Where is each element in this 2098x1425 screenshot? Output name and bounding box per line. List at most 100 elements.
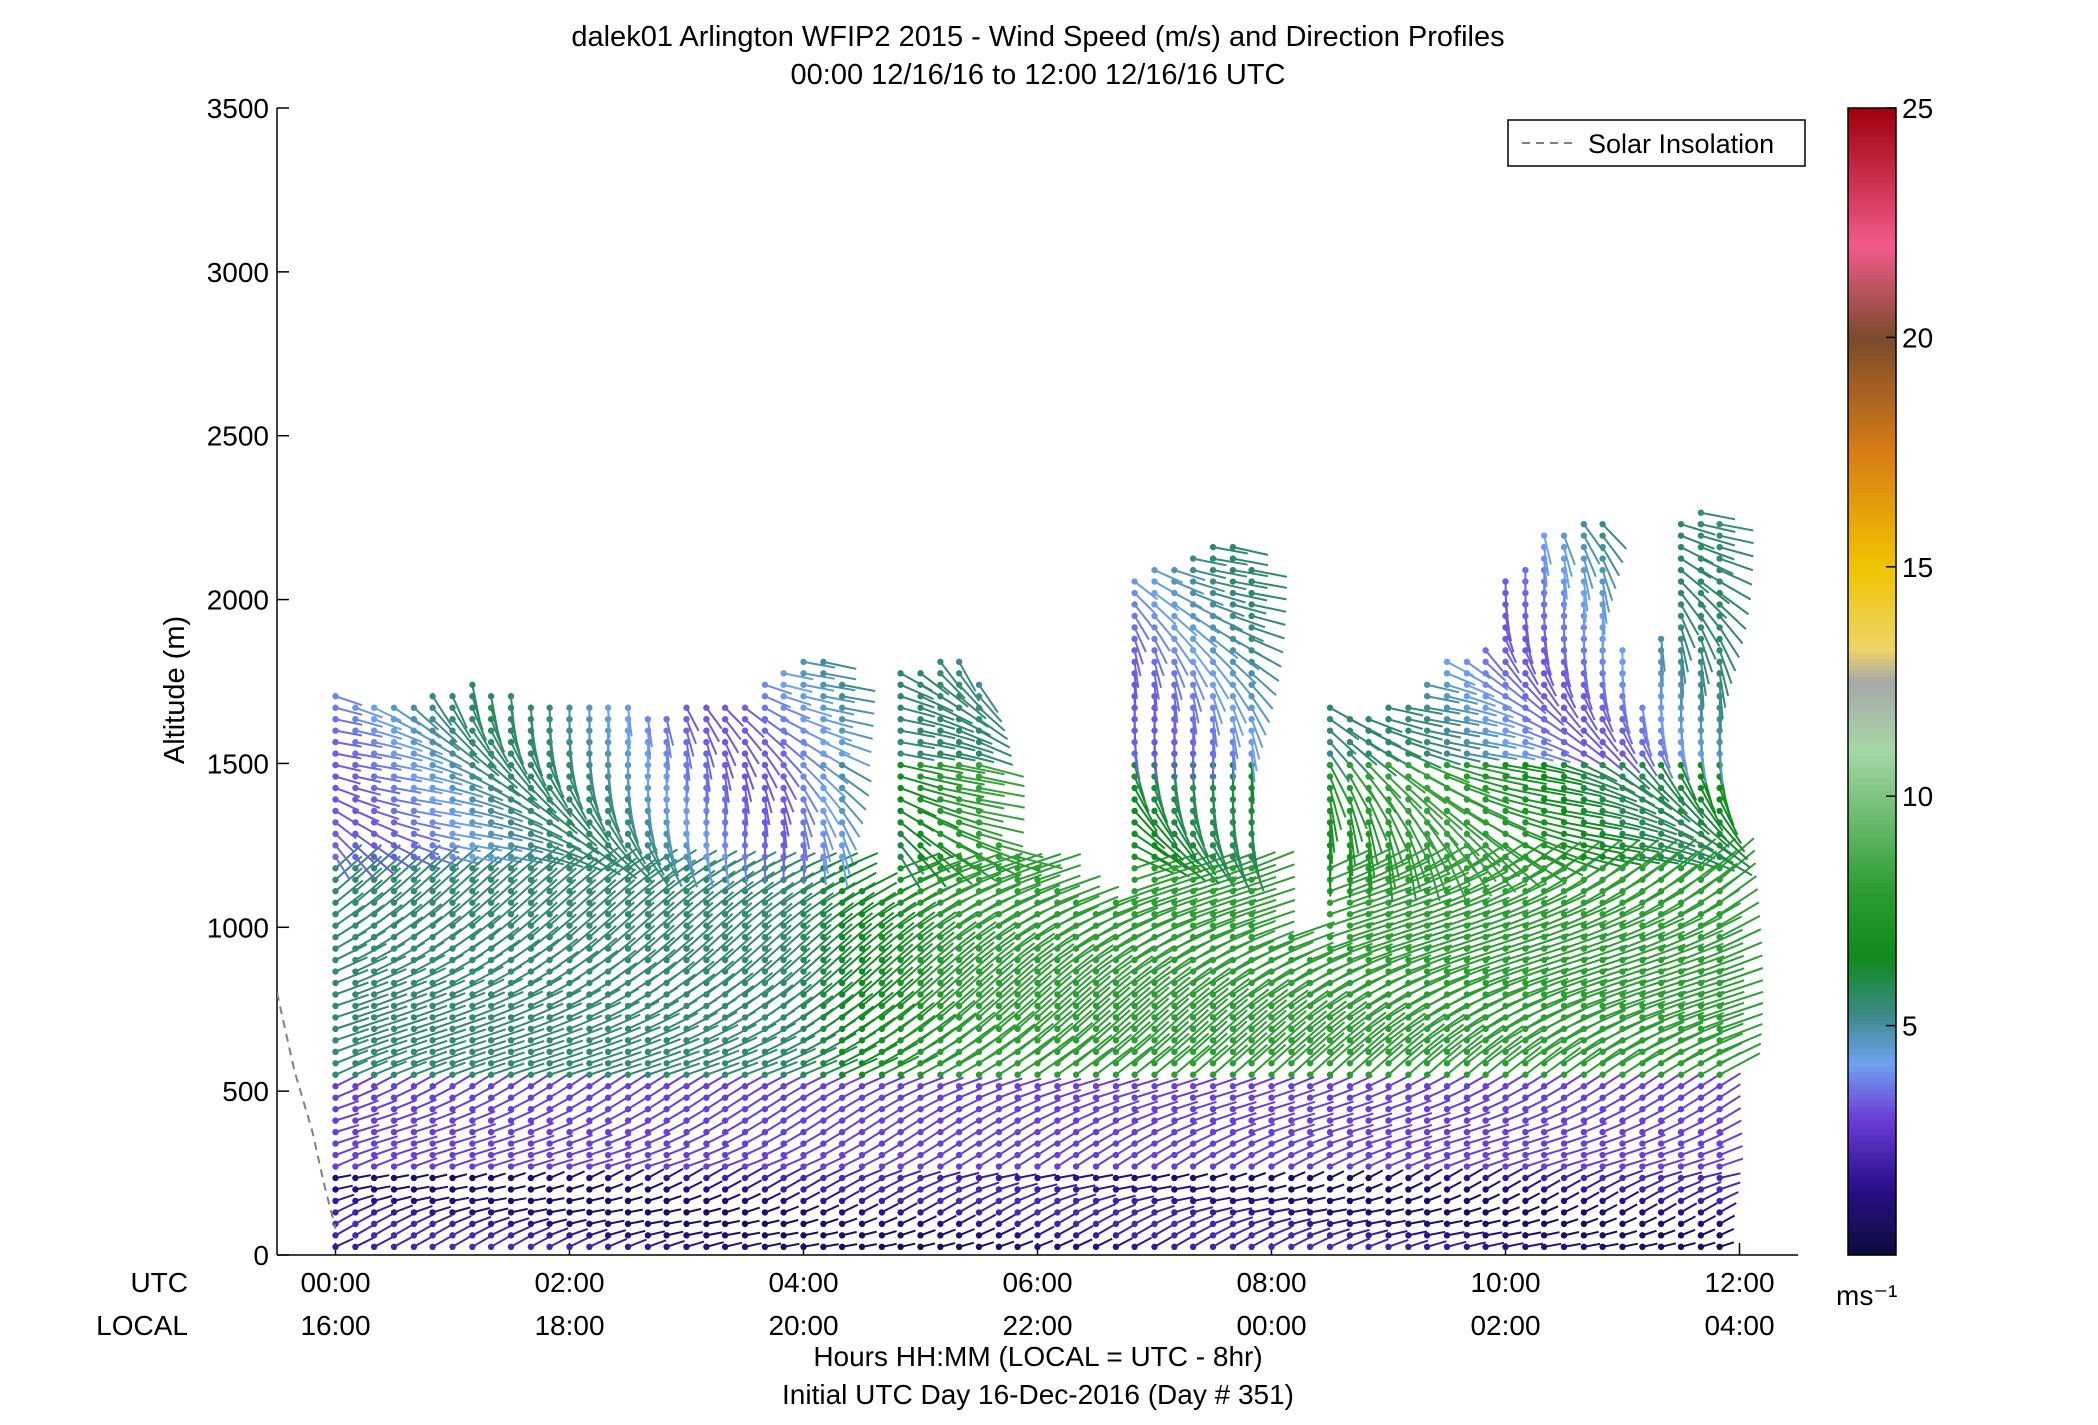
wind-barb-point	[410, 830, 418, 838]
wind-barb-point	[917, 1105, 924, 1113]
wind-barb-point	[838, 727, 846, 734]
wind-barb-point	[917, 693, 924, 700]
wind-barb-point	[1034, 1117, 1041, 1124]
wind-barb-point	[917, 979, 924, 987]
wind-barb-shaft	[841, 1044, 878, 1065]
wind-barb-point	[1171, 1151, 1178, 1159]
wind-barb-shaft	[1115, 975, 1152, 1007]
wind-barb-shaft	[413, 1111, 438, 1122]
wind-barb-point	[546, 968, 553, 975]
wind-barb-shaft	[1017, 1077, 1042, 1088]
wind-barb-point	[683, 1151, 690, 1159]
wind-barb-shaft	[998, 1182, 1020, 1191]
wind-barb-shaft	[647, 924, 675, 950]
wind-barb-point	[1072, 1014, 1080, 1021]
wind-barb-point	[1054, 979, 1061, 987]
wind-barb-point	[1112, 1060, 1120, 1067]
wind-barb-shaft	[1057, 885, 1101, 904]
wind-barb-point	[995, 1094, 1003, 1101]
wind-barb-point	[1092, 922, 1100, 929]
wind-barb-shaft	[744, 1156, 769, 1168]
wind-barb-point	[761, 1014, 769, 1021]
wind-barb-shaft	[822, 810, 837, 838]
wind-barb-point	[527, 888, 535, 895]
wind-barb-point	[1288, 1014, 1295, 1021]
wind-barb-point	[1131, 784, 1138, 792]
wind-barb-point	[975, 842, 983, 849]
wind-barb-point	[663, 1220, 670, 1228]
wind-barb-point	[975, 727, 983, 734]
wind-barb-shaft	[490, 832, 523, 842]
wind-barb-shaft	[706, 1049, 740, 1065]
wind-barb-point	[1131, 1094, 1138, 1101]
wind-barb-point	[1131, 819, 1138, 826]
wind-barb-point	[410, 1048, 418, 1056]
wind-barb-point	[975, 784, 983, 792]
wind-barb-shaft	[881, 1169, 903, 1179]
y-tick-label: 3500	[207, 93, 269, 124]
wind-barb-point	[332, 1094, 339, 1101]
wind-barb-point	[370, 1060, 378, 1067]
wind-barb-point	[897, 1163, 904, 1170]
wind-barb-point	[721, 991, 729, 998]
wind-barb-point	[1268, 1048, 1275, 1056]
wind-barb-point	[897, 1094, 904, 1101]
wind-barb-point	[683, 888, 690, 895]
wind-barb-shaft	[1232, 898, 1277, 916]
wind-barb-point	[1268, 1002, 1275, 1010]
wind-barb-shaft	[861, 911, 895, 938]
wind-barb-point	[780, 1002, 787, 1010]
wind-barb-point	[1209, 1209, 1217, 1216]
wind-barb-point	[429, 1151, 436, 1159]
wind-barb-point	[1112, 968, 1120, 975]
wind-barb-point	[741, 1014, 749, 1021]
wind-barb-point	[1171, 842, 1178, 849]
wind-barb-point	[955, 1037, 963, 1044]
wind-barb-shaft	[763, 822, 768, 849]
wind-barb-shaft	[549, 1158, 574, 1168]
wind-barb-point	[1112, 1094, 1120, 1101]
wind-barb-point	[1248, 670, 1255, 677]
wind-barb-shaft	[354, 1212, 375, 1225]
wind-barb-shaft	[588, 988, 621, 1007]
wind-barb-shaft	[1017, 1098, 1041, 1111]
wind-barb-point	[955, 1025, 963, 1033]
wind-barb-point	[1326, 899, 1334, 906]
wind-barb-shaft	[665, 718, 675, 746]
x-tick-label-utc: 02:00	[534, 1267, 604, 1298]
wind-barb-shaft	[1309, 1043, 1345, 1076]
wind-barb-point	[370, 888, 378, 895]
wind-barb-point	[1034, 933, 1041, 941]
wind-barb-point	[1151, 1117, 1158, 1124]
wind-barb-point	[820, 1232, 827, 1239]
wind-barb-point	[1248, 1048, 1255, 1056]
wind-barb-point	[955, 956, 963, 964]
wind-barb-shaft	[589, 1026, 623, 1042]
wind-barb-point	[955, 1232, 963, 1239]
wind-barb-point	[838, 1025, 846, 1033]
wind-barb-point	[1131, 612, 1138, 620]
wind-barb-shaft	[1232, 1225, 1253, 1237]
wind-barb-point	[1189, 968, 1197, 975]
wind-barb-point	[546, 1243, 553, 1251]
wind-barb-shaft	[1017, 1201, 1037, 1214]
wind-barb-shaft	[900, 683, 934, 700]
wind-barb-point	[624, 853, 632, 861]
wind-barb-shaft	[1250, 753, 1256, 783]
wind-barb-shaft	[803, 683, 835, 692]
wind-barb-point	[721, 1014, 729, 1021]
wind-barb-point	[546, 807, 553, 815]
wind-barb-shaft	[666, 869, 696, 893]
wind-barb-point	[838, 991, 846, 998]
wind-barb-shaft	[1192, 672, 1206, 701]
wind-barb-point	[507, 1025, 515, 1033]
wind-barb-point	[1171, 624, 1178, 631]
wind-barb-point	[527, 1209, 535, 1216]
wind-barb-shaft	[764, 764, 778, 789]
wind-barb-shaft	[627, 936, 656, 961]
wind-barb-point	[1014, 853, 1021, 861]
wind-barb-point	[838, 956, 846, 964]
wind-barb-shaft	[1309, 1100, 1334, 1111]
wind-barb-point	[780, 945, 787, 952]
wind-barb-point	[487, 853, 495, 861]
